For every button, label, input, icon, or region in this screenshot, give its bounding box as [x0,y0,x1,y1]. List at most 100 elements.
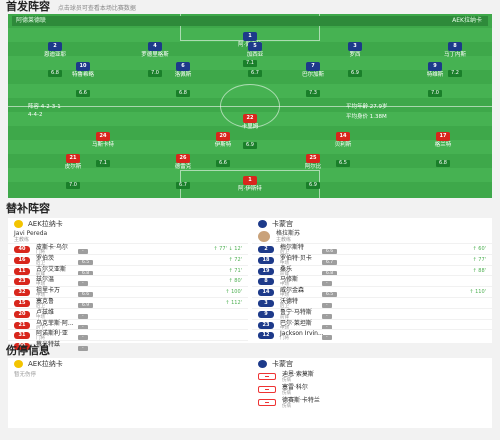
shirt-icon: 26 [176,154,190,163]
sub-row[interactable]: 2 梅尔斯特 后卫 6.6 ↑ 60' [252,243,492,255]
sub-row[interactable]: 11 古尔艾亚斯 前锋 6.8 ↑ 71' [8,264,248,276]
home-team-name[interactable]: 阿德莱德联 [16,17,47,24]
sub-name: 古尔艾亚斯 [36,265,67,273]
player-away[interactable]: 2 恩迪亚耶 6.8 [20,42,90,78]
sub-number: 23 [14,278,30,286]
subs-section-title: 替补阵容 [0,202,500,216]
player-rating: 7.0 [148,70,162,77]
shirt-icon: 1 [243,176,257,185]
sub-rating: 6.6 [322,249,338,254]
lineup-subtitle: 点击球员可查看本场比赛数据 [57,5,136,12]
sub-row[interactable]: 15 塞克鲁 后卫 6.9 ↑ 112' [8,296,248,309]
sub-row[interactable]: 19 桑乐 前锋 6.8 ↑ 88' [252,264,492,277]
injuries-left-team[interactable]: AEK拉纳卡 [28,360,63,368]
player-away[interactable]: 3 罗西 6.9 [320,42,390,78]
sub-rating: - [78,335,88,341]
subs-left-header: AEK拉纳卡 [8,218,248,230]
player-name: 加西亚 [246,52,264,58]
injury-row[interactable]: 德赛斯·卡特兰 伤病 [252,396,492,409]
sub-position: 前锋 [280,314,289,320]
injury-reason: 伤病 [282,391,291,396]
player-away[interactable]: 4 罗德里格斯 7.0 [120,42,190,78]
sub-number: 8 [258,278,274,286]
player-rating: 6.9 [306,182,320,189]
sub-rating: 6.5 [78,259,94,265]
player-home[interactable]: 14 贝利斯 6.5 [308,132,378,168]
sub-row[interactable]: 31 阿诺斯利·亚 门将 - [8,329,248,341]
shirt-icon: 5 [248,42,262,51]
sub-position: 中场 [280,260,289,266]
avg-age: 平均年龄 27.9岁 [346,104,388,110]
shirt-icon: 22 [243,114,257,123]
sub-name: 塞克鲁 [36,297,55,305]
sub-row[interactable]: 99 蔡米特兹 门将 - [8,340,248,352]
injury-reason: 伤病 [282,378,291,383]
coach-role: 主教练 [276,237,292,243]
sub-row[interactable]: 3 沃德特 后卫 - [252,296,492,309]
sub-row[interactable]: 20 卢兹维 中场 - [8,307,248,320]
sub-rating: - [78,346,88,352]
player-rating: 6.8 [176,90,190,97]
player-home[interactable]: 17 格兰特 6.8 [408,132,478,168]
shirt-icon: 17 [436,132,450,141]
player-home[interactable]: 22 卡里姆 6.9 [215,114,285,150]
player-home[interactable]: 20 伊斯特 6.6 [188,132,258,168]
sub-row[interactable]: 23 兹尔温 中场 - ↑ 80' [8,275,248,287]
shirt-icon: 10 [76,62,90,71]
sub-row[interactable]: 18 罗伯特·贝卡 中场 6.7 ↑ 77' [252,253,492,266]
sub-row[interactable]: 12 Jackson Irvin... 门将 - [252,329,492,341]
player-home[interactable]: 21 皮尔斯 7.0 [38,154,108,190]
sub-position: 后卫 [280,250,289,255]
subs-right-team[interactable]: 卡蒙宫 [272,220,293,228]
sub-inout: ↑ 60' [472,246,486,252]
player-name: 伊斯特 [214,142,232,148]
sub-number: 12 [258,332,274,340]
player-away[interactable]: 8 马丁内斯 7.2 [420,42,490,78]
avg-value: 平均身价 1.38M [346,114,387,120]
injuries-right-team[interactable]: 卡蒙宫 [272,360,293,368]
player-rating: 7.0 [428,90,442,97]
player-home[interactable]: 26 德雷克 6.7 [148,154,218,190]
sub-name: 罗伯特·贝卡 [280,254,312,262]
shirt-icon: 14 [336,132,350,141]
player-away[interactable]: 6 洛佩斯 6.8 [148,62,218,98]
sub-inout: ↑ 110' [469,289,486,296]
player-away[interactable]: 9 特维斯 7.0 [400,62,470,98]
sub-name: 桑乐 [280,265,293,273]
injuries-panel: AEK拉纳卡 暂无伤停 卡蒙宫 迪恩·索莫斯 伤病 塞雷·科尔 伤病 德赛斯·卡特兰 伤病 [8,358,492,428]
player-away[interactable]: 5 加西亚 6.7 [220,42,290,78]
sub-position: 前锋 [280,271,289,277]
away-team-name[interactable]: AEK拉纳卡 [452,17,482,24]
sub-row[interactable]: 21 乌克菲斯·阿... 后卫 - [8,318,248,330]
subs-title: 替补阵容 [6,202,50,215]
player-home[interactable]: 25 阿尔比 6.9 [278,154,348,190]
player-name: 马丁内斯 [443,52,466,58]
player-home[interactable]: 1阿·伊斯特7.0 [215,176,285,198]
coach-right[interactable]: 格拉斯苏 主教练 [252,230,492,243]
sub-row[interactable]: 8 马修斯 中场 - [252,275,492,287]
coach-role: 主教练 [14,237,30,243]
sub-row[interactable]: 14 威尔金森 中场 6.5 ↑ 110' [252,286,492,298]
player-name: 皮尔斯 [64,164,82,170]
player-rating: 6.7 [176,182,190,189]
coach-name: Javi Pereda [14,230,48,237]
injury-row[interactable]: 塞雷·科尔 伤病 [252,383,492,396]
player-away[interactable]: 7 巴尔加斯 7.3 [278,62,348,98]
sub-name: 罗伯茨 [36,254,55,262]
player-home[interactable]: 24 马斯卡特 7.1 [68,132,138,168]
sub-row[interactable]: 23 巴尔·莱坦斯 中场 - [252,318,492,330]
sub-row[interactable]: 32 祖里卡万 中场 6.6 ↑ 100' [8,286,248,298]
sub-row[interactable]: 16 罗伯茨 后卫 6.5 ↑ 72' [8,253,248,266]
player-name: 特鲁希略 [71,72,94,78]
player-away[interactable]: 10 特鲁希略 6.6 [48,62,118,98]
sub-row[interactable]: 9 鲁宁·马特斯 前锋 - [252,307,492,320]
shirt-icon: 9 [428,62,442,71]
sub-rating: 6.6 [78,292,94,298]
subs-left-team[interactable]: AEK拉纳卡 [28,220,63,228]
sub-row[interactable]: 40 皮斯卡·乌尔 门将 - ↑ 77' ↓ 12' [8,243,248,255]
injury-row[interactable]: 迪恩·索莫斯 伤病 [252,370,492,383]
coach-left[interactable]: Javi Pereda 主教练 [8,230,248,243]
player-rating: 7.2 [448,70,462,77]
sub-name: 阿诺斯利·亚 [36,330,68,338]
shirt-icon: 7 [306,62,320,71]
